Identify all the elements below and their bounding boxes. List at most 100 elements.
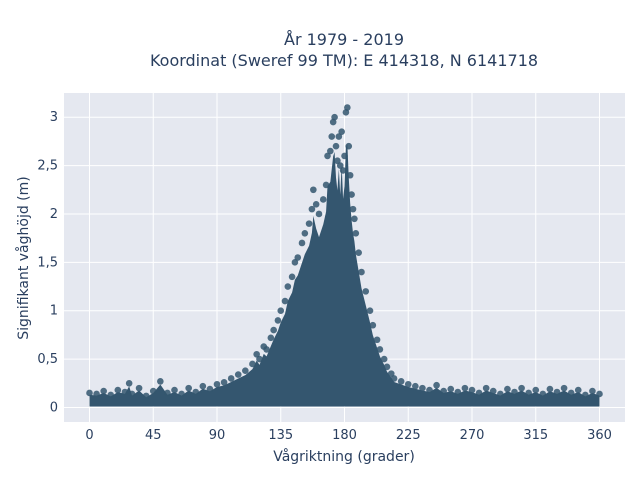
y-tick-label: 0,5	[37, 352, 58, 367]
data-point	[301, 230, 309, 237]
data-point	[310, 186, 317, 194]
data-point	[433, 381, 440, 389]
data-point	[373, 336, 381, 344]
data-point	[157, 378, 164, 385]
data-point	[589, 387, 596, 395]
data-point	[322, 181, 330, 189]
point-cloud-envelope	[89, 143, 600, 407]
data-point	[349, 205, 357, 213]
data-point	[341, 152, 348, 160]
chart-title-line1: År 1979 - 2019	[284, 30, 404, 49]
x-tick-label: 225	[396, 428, 421, 443]
y-tick-label: 1	[50, 304, 58, 319]
data-point	[539, 390, 547, 398]
data-point	[339, 167, 347, 174]
data-point	[335, 133, 343, 140]
data-point	[468, 386, 476, 394]
data-point	[525, 389, 532, 397]
data-point	[128, 390, 136, 398]
data-point	[149, 387, 157, 395]
x-tick-label: 0	[85, 428, 93, 443]
data-point	[348, 191, 355, 198]
data-point	[298, 239, 306, 247]
data-point	[383, 363, 391, 371]
data-point	[308, 205, 316, 213]
data-point	[397, 378, 405, 385]
data-point	[93, 390, 100, 398]
data-point	[324, 152, 331, 160]
y-tick-label: 3	[50, 110, 58, 125]
data-point	[274, 317, 282, 324]
data-point	[270, 326, 277, 334]
data-point	[114, 386, 122, 394]
data-point	[426, 386, 433, 394]
x-tick-label: 360	[587, 428, 612, 443]
data-point	[369, 321, 377, 329]
data-point	[376, 346, 384, 353]
y-tick-label: 0	[50, 400, 58, 415]
data-point	[100, 387, 107, 395]
data-point	[454, 388, 462, 396]
data-point	[447, 385, 455, 393]
data-point	[596, 390, 603, 398]
data-point	[331, 113, 338, 121]
data-point	[412, 382, 419, 390]
data-point	[107, 391, 115, 399]
data-point	[125, 379, 133, 387]
data-point	[352, 230, 360, 237]
data-point	[582, 391, 589, 399]
data-point	[305, 220, 313, 227]
data-point	[135, 384, 143, 392]
data-point	[553, 388, 561, 396]
data-point	[206, 385, 214, 393]
data-point	[315, 210, 323, 218]
y-axis-title: Signifikant våghöjd (m)	[15, 176, 32, 339]
data-point	[574, 386, 582, 394]
data-point	[546, 385, 554, 393]
data-point	[288, 273, 296, 281]
data-point	[256, 355, 263, 363]
data-point	[249, 360, 256, 368]
data-point	[121, 388, 129, 396]
data-point	[345, 142, 353, 150]
data-point	[332, 142, 340, 150]
data-point	[164, 389, 171, 397]
data-point	[482, 384, 490, 392]
data-points	[86, 104, 603, 400]
data-point	[277, 307, 285, 315]
data-point	[142, 392, 150, 400]
data-point	[380, 355, 388, 363]
data-point	[192, 388, 200, 396]
data-point	[351, 215, 358, 223]
data-point	[358, 268, 365, 276]
data-point	[178, 390, 185, 398]
y-tick-label: 2,5	[37, 159, 58, 174]
x-tick-label: 135	[268, 428, 293, 443]
data-point	[504, 385, 511, 393]
data-point	[475, 389, 483, 397]
y-tick-label: 2	[50, 207, 58, 222]
data-point	[560, 384, 568, 392]
data-point	[489, 387, 497, 395]
data-point	[440, 387, 447, 395]
data-point	[328, 133, 336, 140]
data-point	[291, 259, 299, 266]
x-tick-label: 90	[209, 428, 226, 443]
data-point	[220, 379, 228, 386]
data-point	[344, 104, 351, 111]
data-point	[171, 386, 178, 394]
data-point	[294, 254, 302, 261]
point-cloud	[89, 143, 600, 407]
x-tick-label: 45	[145, 428, 162, 443]
data-point	[334, 157, 341, 165]
y-axis-ticks: 0 0,5 1 1,5 2 2,5 3	[37, 110, 58, 415]
data-point	[346, 171, 354, 179]
x-tick-label: 270	[460, 428, 485, 443]
data-point	[327, 147, 334, 155]
data-point	[234, 371, 242, 378]
data-point	[338, 128, 345, 136]
data-point	[518, 384, 525, 392]
data-point	[532, 386, 540, 394]
data-point	[284, 283, 292, 290]
